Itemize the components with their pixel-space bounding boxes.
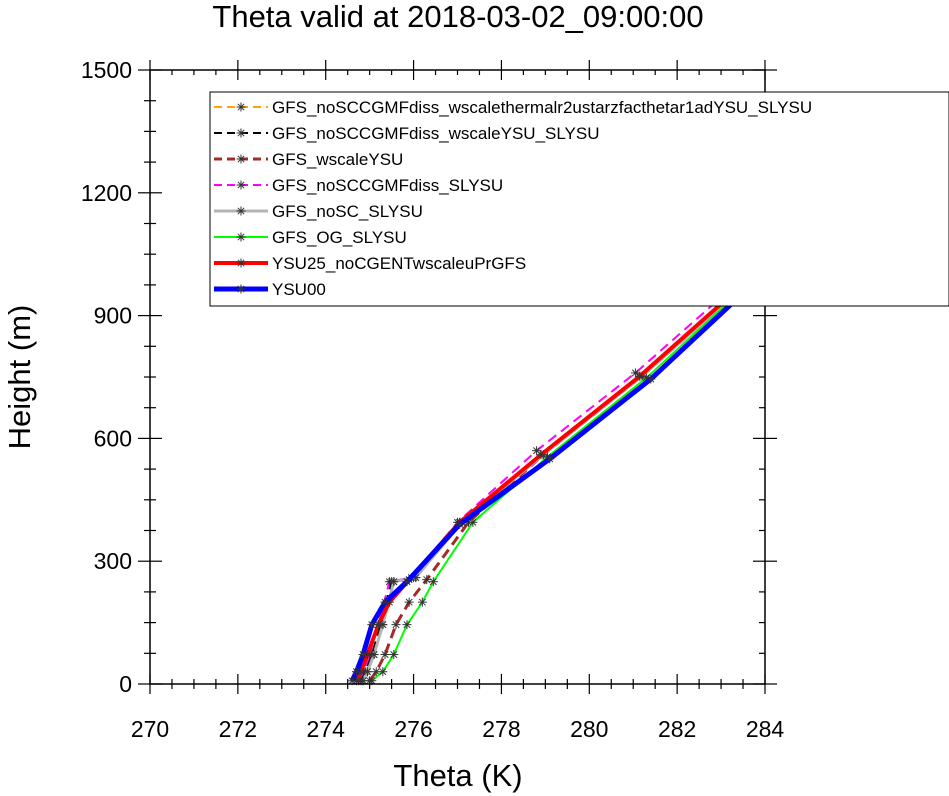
- y-tick-label: 900: [94, 303, 132, 329]
- x-tick-label: 284: [746, 716, 785, 742]
- legend-entry: GFS_noSCCGMFdiss_wscaleYSU_SLYSU: [214, 124, 600, 143]
- data-point-marker: [236, 102, 246, 112]
- data-point-marker: [236, 232, 246, 242]
- legend: GFS_noSCCGMFdiss_wscalethermalr2ustarzfa…: [209, 91, 949, 307]
- data-point-marker: [455, 519, 465, 529]
- data-point-marker: [367, 620, 377, 630]
- legend-label: GFS_noSCCGMFdiss_SLYSU: [272, 176, 503, 195]
- data-point-marker: [402, 577, 412, 587]
- legend-label: GFS_noSCCGMFdiss_wscaleYSU_SLYSU: [272, 124, 600, 143]
- legend-entry: GFS_noSCCGMFdiss_SLYSU: [214, 176, 503, 195]
- legend-label: YSU25_noCGENTwscaleuPrGFS: [272, 254, 526, 273]
- x-tick-label: 280: [570, 716, 608, 742]
- legend-label: GFS_noSC_SLYSU: [272, 202, 423, 221]
- legend-label: GFS_noSCCGMFdiss_wscalethermalr2ustarzfa…: [272, 98, 812, 117]
- data-point-marker: [236, 284, 246, 294]
- y-tick-label: 600: [94, 425, 132, 451]
- legend-entry: GFS_noSC_SLYSU: [214, 202, 423, 221]
- data-point-marker: [380, 597, 390, 607]
- y-tick-label: 1500: [81, 57, 132, 83]
- y-tick-label: 300: [94, 548, 132, 574]
- data-point-marker: [536, 450, 546, 460]
- data-point-marker: [389, 577, 399, 587]
- x-tick-label: 282: [658, 716, 696, 742]
- data-point-marker: [351, 667, 361, 677]
- data-point-marker: [545, 454, 555, 464]
- x-tick-label: 270: [131, 716, 169, 742]
- data-point-marker: [389, 650, 399, 660]
- data-point-marker: [391, 620, 401, 630]
- data-point-marker: [422, 575, 432, 585]
- data-point-marker: [378, 667, 388, 677]
- legend-entry: GFS_noSCCGMFdiss_wscalethermalr2ustarzfa…: [214, 98, 812, 117]
- data-point-marker: [236, 206, 246, 216]
- y-tick-label: 0: [119, 671, 132, 697]
- y-tick-label: 1200: [81, 180, 132, 206]
- data-point-marker: [428, 577, 438, 587]
- data-point-marker: [236, 128, 246, 138]
- data-point-marker: [236, 258, 246, 268]
- x-tick-label: 272: [219, 716, 257, 742]
- data-point-marker: [635, 371, 645, 381]
- legend-entry: GFS_OG_SLYSU: [214, 228, 407, 247]
- data-point-marker: [236, 180, 246, 190]
- series-layer: [347, 249, 774, 686]
- legend-label: GFS_wscaleYSU: [272, 150, 403, 169]
- data-point-marker: [402, 620, 412, 630]
- legend-entry: GFS_wscaleYSU: [214, 150, 403, 169]
- data-point-marker: [380, 650, 390, 660]
- data-point-marker: [236, 154, 246, 164]
- series-line: [349, 264, 772, 682]
- y-axis-label: Height (m): [2, 305, 37, 450]
- data-point-marker: [417, 597, 427, 607]
- plot-frame: [149, 69, 766, 685]
- legend-label: GFS_OG_SLYSU: [272, 228, 407, 247]
- x-tick-label: 276: [394, 716, 432, 742]
- data-point-marker: [646, 374, 656, 384]
- x-axis-label: Theta (K): [393, 758, 522, 793]
- x-tick-label: 274: [307, 716, 346, 742]
- legend-box: [209, 91, 949, 307]
- chart-title: Theta valid at 2018-03-02_09:00:00: [212, 0, 703, 34]
- data-point-marker: [404, 597, 414, 607]
- data-point-marker: [358, 650, 368, 660]
- legend-label: YSU00: [272, 280, 326, 299]
- legend-entry: YSU25_noCGENTwscaleuPrGFS: [214, 254, 526, 273]
- series-YSU00: [347, 261, 774, 686]
- legend-entry: YSU00: [214, 280, 326, 299]
- x-tick-label: 278: [482, 716, 520, 742]
- data-point-marker: [468, 517, 478, 527]
- series-line: [357, 253, 766, 682]
